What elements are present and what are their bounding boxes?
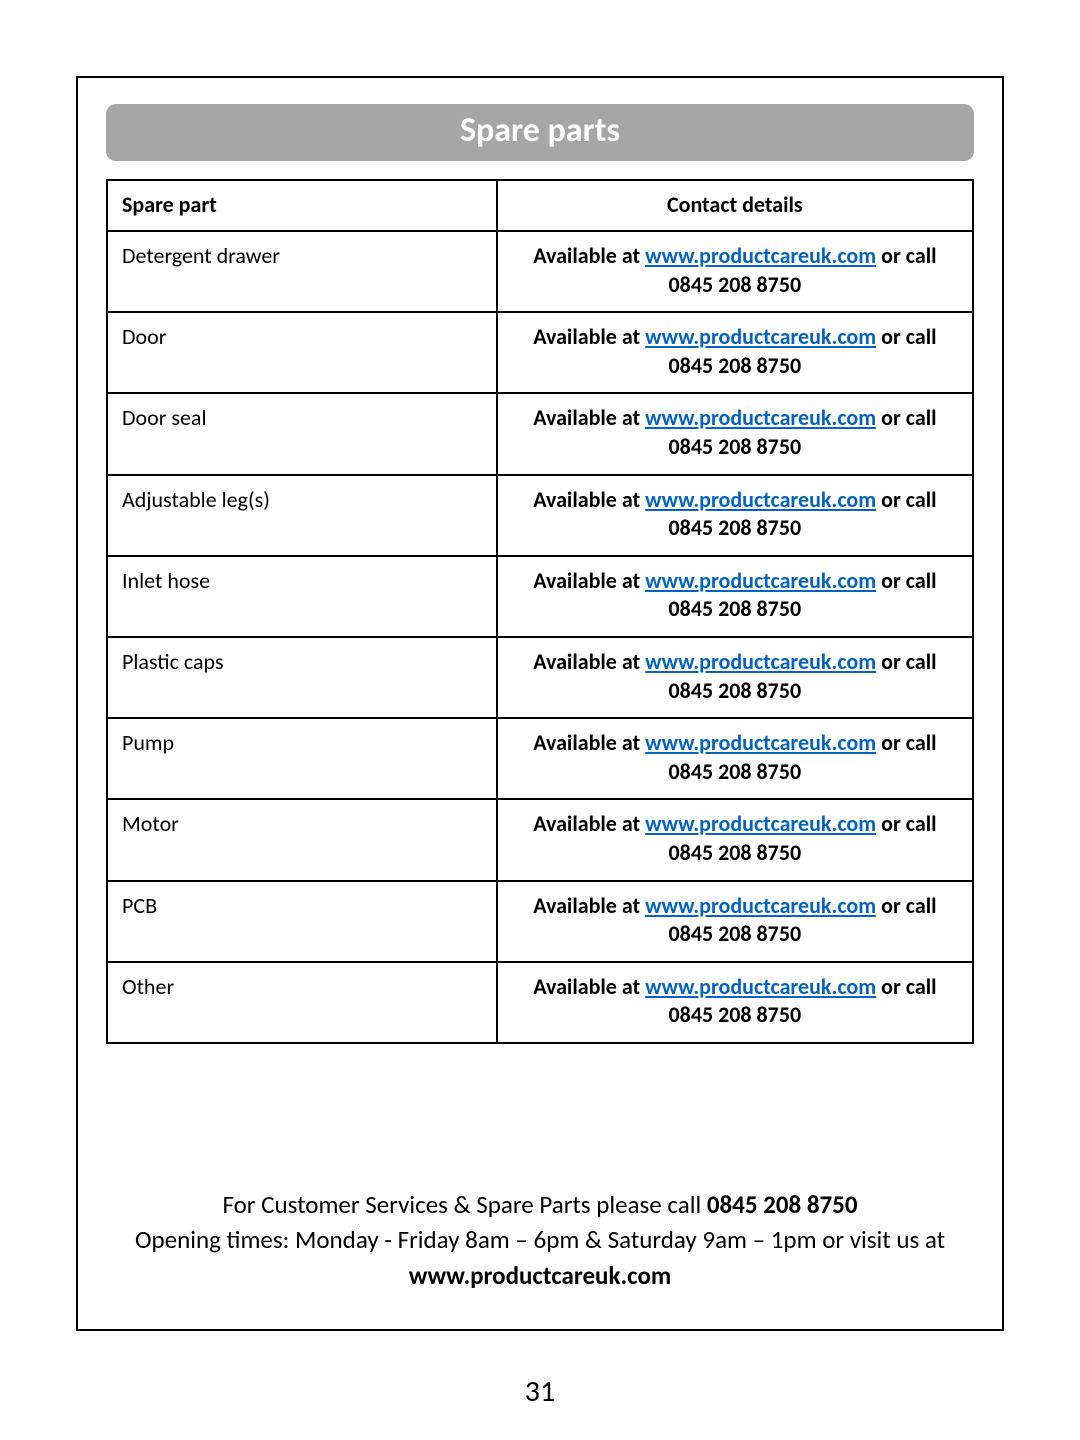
cell-contact: Available at www.productcareuk.com or ca… [497,637,973,718]
contact-prefix: Available at [533,242,645,269]
content-frame: Spare parts Spare part Contact details D… [76,76,1004,1331]
cell-contact: Available at www.productcareuk.com or ca… [497,312,973,393]
cell-contact: Available at www.productcareuk.com or ca… [497,393,973,474]
table-row: PumpAvailable at www.productcareuk.com o… [107,718,973,799]
contact-prefix: Available at [533,892,645,919]
table-row: Adjustable leg(s)Available at www.produc… [107,475,973,556]
page-number: 31 [0,1373,1080,1410]
cell-spare-part: Adjustable leg(s) [107,475,497,556]
cell-contact: Available at www.productcareuk.com or ca… [497,962,973,1043]
table-row: MotorAvailable at www.productcareuk.com … [107,799,973,880]
table-row: Inlet hoseAvailable at www.productcareuk… [107,556,973,637]
cell-contact: Available at www.productcareuk.com or ca… [497,556,973,637]
contact-prefix: Available at [533,973,645,1000]
contact-prefix: Available at [533,486,645,513]
table-header-row: Spare part Contact details [107,180,973,231]
cell-spare-part: Plastic caps [107,637,497,718]
cell-spare-part: Detergent drawer [107,231,497,312]
contact-url-link[interactable]: www.productcareuk.com [645,404,876,431]
contact-prefix: Available at [533,567,645,594]
cell-spare-part: Pump [107,718,497,799]
contact-url-link[interactable]: www.productcareuk.com [645,729,876,756]
contact-url-link[interactable]: www.productcareuk.com [645,242,876,269]
table-row: Plastic capsAvailable at www.productcare… [107,637,973,718]
footer-url: www.productcareuk.com [409,1260,672,1291]
cell-spare-part: Motor [107,799,497,880]
contact-url-link[interactable]: www.productcareuk.com [645,892,876,919]
table-body: Detergent drawerAvailable at www.product… [107,231,973,1043]
contact-prefix: Available at [533,648,645,675]
cell-contact: Available at www.productcareuk.com or ca… [497,475,973,556]
footer-line2-text: Opening times: Monday - Friday 8am – 6pm… [135,1224,945,1255]
contact-prefix: Available at [533,323,645,350]
contact-url-link[interactable]: www.productcareuk.com [645,486,876,513]
cell-spare-part: Inlet hose [107,556,497,637]
contact-url-link[interactable]: www.productcareuk.com [645,810,876,837]
table-row: Detergent drawerAvailable at www.product… [107,231,973,312]
cell-contact: Available at www.productcareuk.com or ca… [497,881,973,962]
contact-url-link[interactable]: www.productcareuk.com [645,567,876,594]
cell-spare-part: Door seal [107,393,497,474]
table-row: DoorAvailable at www.productcareuk.com o… [107,312,973,393]
contact-url-link[interactable]: www.productcareuk.com [645,973,876,1000]
spare-parts-table: Spare part Contact details Detergent dra… [106,179,974,1044]
cell-spare-part: Door [107,312,497,393]
footer-phone: 0845 208 8750 [707,1189,858,1220]
contact-prefix: Available at [533,729,645,756]
cell-spare-part: PCB [107,881,497,962]
cell-contact: Available at www.productcareuk.com or ca… [497,231,973,312]
cell-spare-part: Other [107,962,497,1043]
table-row: Door sealAvailable at www.productcareuk.… [107,393,973,474]
section-banner: Spare parts [106,104,974,161]
cell-contact: Available at www.productcareuk.com or ca… [497,718,973,799]
col-spare-part: Spare part [107,180,497,231]
contact-prefix: Available at [533,404,645,431]
contact-prefix: Available at [533,810,645,837]
page: Spare parts Spare part Contact details D… [0,0,1080,1440]
table-row: PCBAvailable at www.productcareuk.com or… [107,881,973,962]
cell-contact: Available at www.productcareuk.com or ca… [497,799,973,880]
table-row: OtherAvailable at www.productcareuk.com … [107,962,973,1043]
contact-url-link[interactable]: www.productcareuk.com [645,323,876,350]
footer-text: For Customer Services & Spare Parts plea… [106,1187,974,1294]
contact-url-link[interactable]: www.productcareuk.com [645,648,876,675]
col-contact-details: Contact details [497,180,973,231]
footer-line1-text: For Customer Services & Spare Parts plea… [222,1189,706,1220]
